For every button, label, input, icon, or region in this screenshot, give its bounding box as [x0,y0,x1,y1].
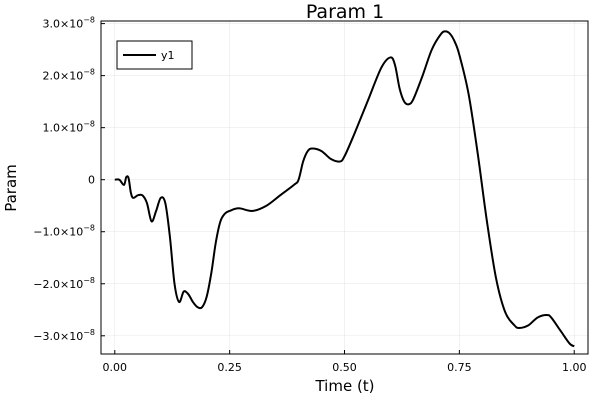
legend: y1 [116,40,193,70]
grid-lines [101,21,588,354]
y-tick-label: 2.0×10−8 [42,68,95,83]
y-tick-label: 0 [88,174,95,187]
y-tick-label: −1.0×10−8 [33,224,95,239]
x-tick-label: 0.25 [217,361,242,374]
series-layer [114,30,575,348]
y-tick-label: 3.0×10−8 [42,16,95,31]
legend-label-y1: y1 [161,49,175,62]
series-line-y1 [114,30,575,348]
x-tick-label: 0.00 [103,361,128,374]
y-axis-ticks: −3.0×10−8 −2.0×10−8 −1.0×10−8 0 1.0×10−8 2.0×… [33,16,105,343]
x-axis-ticks: 0.00 0.25 0.50 0.75 1.00 [103,350,587,374]
y-tick-label: −2.0×10−8 [33,276,95,291]
x-tick-label: 0.50 [332,361,357,374]
y-tick-label: −3.0×10−8 [33,328,95,343]
x-tick-label: 0.75 [447,361,472,374]
x-axis-title: Time (t) [314,377,374,395]
x-tick-label: 1.00 [562,361,587,374]
y-tick-label: 1.0×10−8 [42,120,95,135]
y-axis-title: Param [2,164,20,212]
chart-title: Param 1 [306,1,384,23]
